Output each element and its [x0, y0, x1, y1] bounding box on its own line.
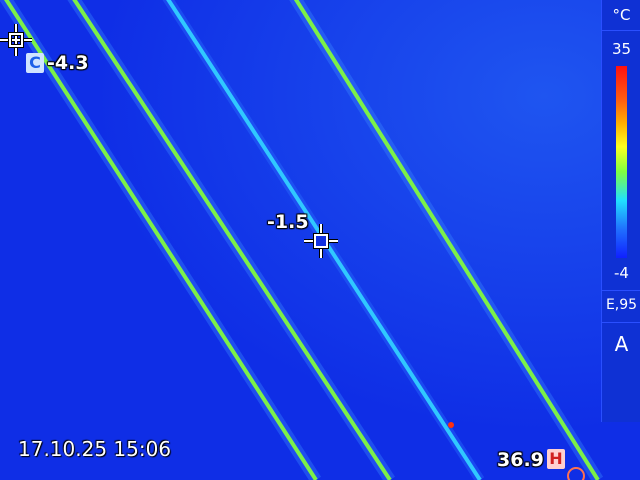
- cold-spot-badge: C: [26, 53, 44, 73]
- scale-unit: °C: [602, 6, 640, 24]
- hot-spot-value: 36.9: [497, 449, 544, 471]
- hot-spot-mark: [448, 422, 454, 428]
- hot-spot-badge: H: [547, 449, 565, 469]
- cold-spot-value: -4.3: [47, 52, 89, 74]
- scale-divider: [602, 30, 640, 31]
- scale-divider: [602, 322, 640, 323]
- range-mode: A: [602, 332, 640, 356]
- scale-divider: [602, 290, 640, 291]
- scale-min: -4: [602, 264, 640, 282]
- temperature-scale-panel: °C 35 -4 E,95 A: [601, 0, 640, 422]
- color-scale-bar: [616, 66, 627, 258]
- center-spot-value: -1.5: [267, 211, 309, 233]
- center-spot-crosshair-icon: [304, 224, 340, 260]
- emissivity-value: E,95: [602, 297, 640, 313]
- timestamp: 17.10.25 15:06: [18, 437, 171, 461]
- scale-max: 35: [602, 40, 640, 58]
